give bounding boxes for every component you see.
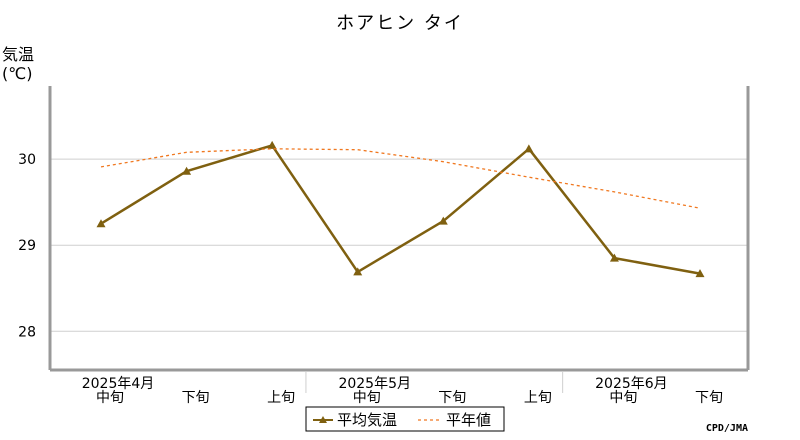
x-category-label: 下旬 <box>438 390 466 406</box>
data-point-marker <box>353 267 363 276</box>
axes <box>48 86 750 372</box>
chart-title: ホアヒン タイ <box>336 13 464 34</box>
gridlines <box>50 158 748 332</box>
legend-label-average: 平均気温 <box>337 411 397 429</box>
data-point-marker <box>695 269 705 278</box>
y-tick-label: 30 <box>18 152 36 168</box>
y-tick-label: 28 <box>18 324 36 340</box>
y-tick-labels: 28 29 30 <box>18 152 36 340</box>
x-category-label: 中旬 <box>96 390 124 406</box>
series-layer <box>96 140 705 278</box>
x-category-label: 下旬 <box>695 390 723 406</box>
source-credit: CPD/JMA <box>706 423 748 434</box>
data-point-marker <box>267 140 277 149</box>
x-month-label: 2025年5月 <box>338 376 411 392</box>
y-tick-label: 29 <box>18 238 36 254</box>
data-point-marker <box>524 144 534 153</box>
data-point-marker <box>96 219 106 228</box>
data-point-marker <box>438 216 448 225</box>
x-month-label: 2025年6月 <box>595 376 668 392</box>
x-category-labels: 中旬 下旬 上旬 中旬 下旬 上旬 中旬 下旬 2025年4月 2025年5月 2025年6月 <box>82 372 723 406</box>
x-month-label: 2025年4月 <box>82 376 155 392</box>
data-point-marker <box>182 166 192 175</box>
legend-label-normal: 平年値 <box>446 411 491 429</box>
x-category-label: 中旬 <box>353 390 381 406</box>
series-line-1 <box>100 148 701 209</box>
x-category-label: 下旬 <box>182 390 210 406</box>
x-category-label: 上旬 <box>267 390 295 406</box>
data-point-marker <box>609 253 619 262</box>
series-line-0 <box>100 144 701 275</box>
legend-marker-average <box>319 416 327 423</box>
legend: 平均気温 平年値 <box>305 406 505 432</box>
y-axis-unit: (℃) <box>2 64 32 83</box>
legend-box <box>305 406 505 432</box>
y-axis-label: 気温 <box>2 45 34 64</box>
x-category-label: 中旬 <box>609 390 637 406</box>
x-category-label: 上旬 <box>524 390 552 406</box>
